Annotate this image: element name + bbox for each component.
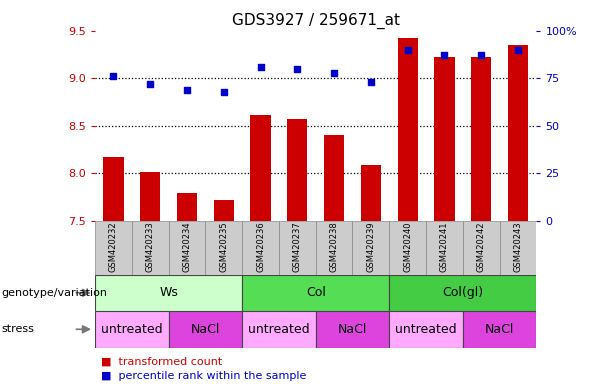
Bar (214, 200, 234, 221)
Text: untreated: untreated (248, 323, 310, 336)
Bar (205, 221, 242, 275)
Bar (316, 311, 389, 348)
Bar (500, 221, 536, 275)
Text: GSM420234: GSM420234 (183, 221, 191, 272)
Bar (287, 119, 308, 221)
Bar (169, 311, 242, 348)
Point (366, 79, 376, 85)
Bar (177, 193, 197, 221)
Text: GSM420236: GSM420236 (256, 221, 265, 272)
Text: untreated: untreated (101, 323, 162, 336)
Point (256, 64, 265, 70)
Bar (140, 172, 161, 221)
Point (403, 47, 413, 53)
Bar (279, 221, 316, 275)
Bar (95, 221, 132, 275)
Point (109, 73, 118, 79)
Text: GSM420232: GSM420232 (109, 221, 118, 272)
Bar (242, 311, 316, 348)
Text: GSM420243: GSM420243 (514, 221, 522, 272)
Text: GSM420233: GSM420233 (146, 221, 154, 272)
Text: Col(gl): Col(gl) (442, 286, 484, 299)
Bar (242, 275, 389, 311)
Point (440, 52, 449, 58)
Text: untreated: untreated (395, 323, 457, 336)
Point (292, 66, 302, 72)
Text: GSM420237: GSM420237 (293, 221, 302, 272)
Point (182, 86, 192, 93)
Bar (389, 221, 426, 275)
Text: GSM420240: GSM420240 (403, 221, 412, 272)
Bar (103, 157, 124, 221)
Text: NaCl: NaCl (338, 323, 367, 336)
Bar (132, 221, 169, 275)
Text: GSM420235: GSM420235 (219, 221, 228, 272)
Text: NaCl: NaCl (485, 323, 514, 336)
Text: GSM420242: GSM420242 (477, 221, 485, 272)
Bar (316, 221, 352, 275)
Text: NaCl: NaCl (191, 323, 220, 336)
Point (219, 88, 229, 94)
Bar (389, 275, 536, 311)
Text: GSM420241: GSM420241 (440, 221, 449, 272)
Bar (463, 221, 500, 275)
Text: ■  percentile rank within the sample: ■ percentile rank within the sample (101, 371, 306, 381)
Bar (426, 221, 463, 275)
Bar (95, 275, 242, 311)
Text: genotype/variation: genotype/variation (1, 288, 107, 298)
Text: stress: stress (1, 324, 34, 334)
Bar (95, 311, 169, 348)
Bar (471, 57, 492, 221)
Bar (398, 38, 418, 221)
Bar (463, 311, 536, 348)
Point (476, 52, 486, 58)
Point (329, 70, 339, 76)
Bar (361, 165, 381, 221)
Point (513, 47, 523, 53)
Text: Ws: Ws (159, 286, 178, 299)
Title: GDS3927 / 259671_at: GDS3927 / 259671_at (232, 13, 400, 29)
Text: GSM420238: GSM420238 (330, 221, 338, 272)
Bar (389, 311, 463, 348)
Bar (251, 115, 271, 221)
Bar (352, 221, 389, 275)
Text: GSM420239: GSM420239 (367, 221, 375, 272)
Bar (242, 221, 279, 275)
Point (145, 81, 155, 87)
Bar (169, 221, 205, 275)
Text: ■  transformed count: ■ transformed count (101, 357, 223, 367)
Bar (435, 57, 455, 221)
Bar (508, 45, 528, 221)
Bar (324, 135, 345, 221)
Text: Col: Col (306, 286, 326, 299)
